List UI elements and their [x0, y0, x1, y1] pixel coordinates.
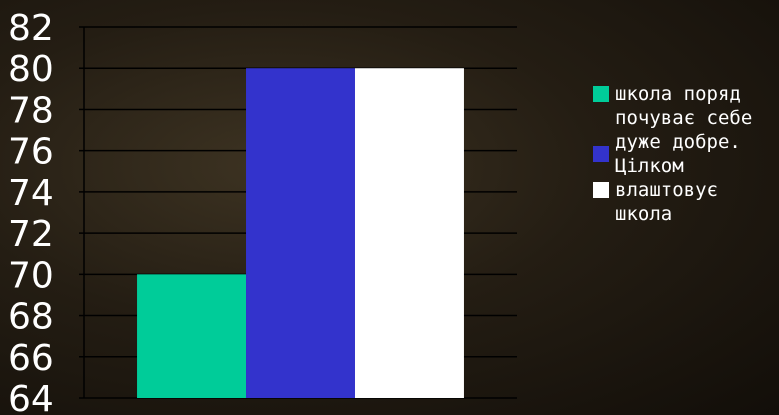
- y-tick-label: 76: [8, 132, 54, 173]
- legend-swatch-green: [593, 86, 609, 102]
- bar-school-suits: [355, 68, 464, 398]
- legend-label: школа поряд: [615, 82, 773, 106]
- y-tick-label: 80: [8, 49, 54, 90]
- y-tick-label: 70: [8, 255, 54, 296]
- y-tick-label: 78: [8, 90, 54, 131]
- legend-swatch-white: [593, 182, 609, 198]
- y-tick-label: 72: [8, 214, 54, 255]
- legend-label: влаштовує школа: [615, 178, 773, 226]
- y-tick-label: 64: [8, 379, 54, 415]
- y-tick-label: 66: [8, 338, 54, 379]
- y-tick-label: 82: [8, 8, 54, 49]
- legend-item-feels-good: почуває себе дуже добре. Цілком: [593, 106, 773, 178]
- legend-swatch-blue: [593, 146, 609, 162]
- legend-item-school-near: школа поряд: [593, 82, 773, 106]
- y-tick-label: 74: [8, 173, 54, 214]
- legend-label: почуває себе дуже добре. Цілком: [615, 106, 773, 178]
- y-tick-label: 68: [8, 297, 54, 338]
- legend-item-school-suits: влаштовує школа: [593, 178, 773, 226]
- bar-feels-good: [246, 68, 355, 398]
- bar-school-near: [137, 274, 246, 398]
- chart-legend: школа поряд почуває себе дуже добре. Ціл…: [593, 82, 773, 226]
